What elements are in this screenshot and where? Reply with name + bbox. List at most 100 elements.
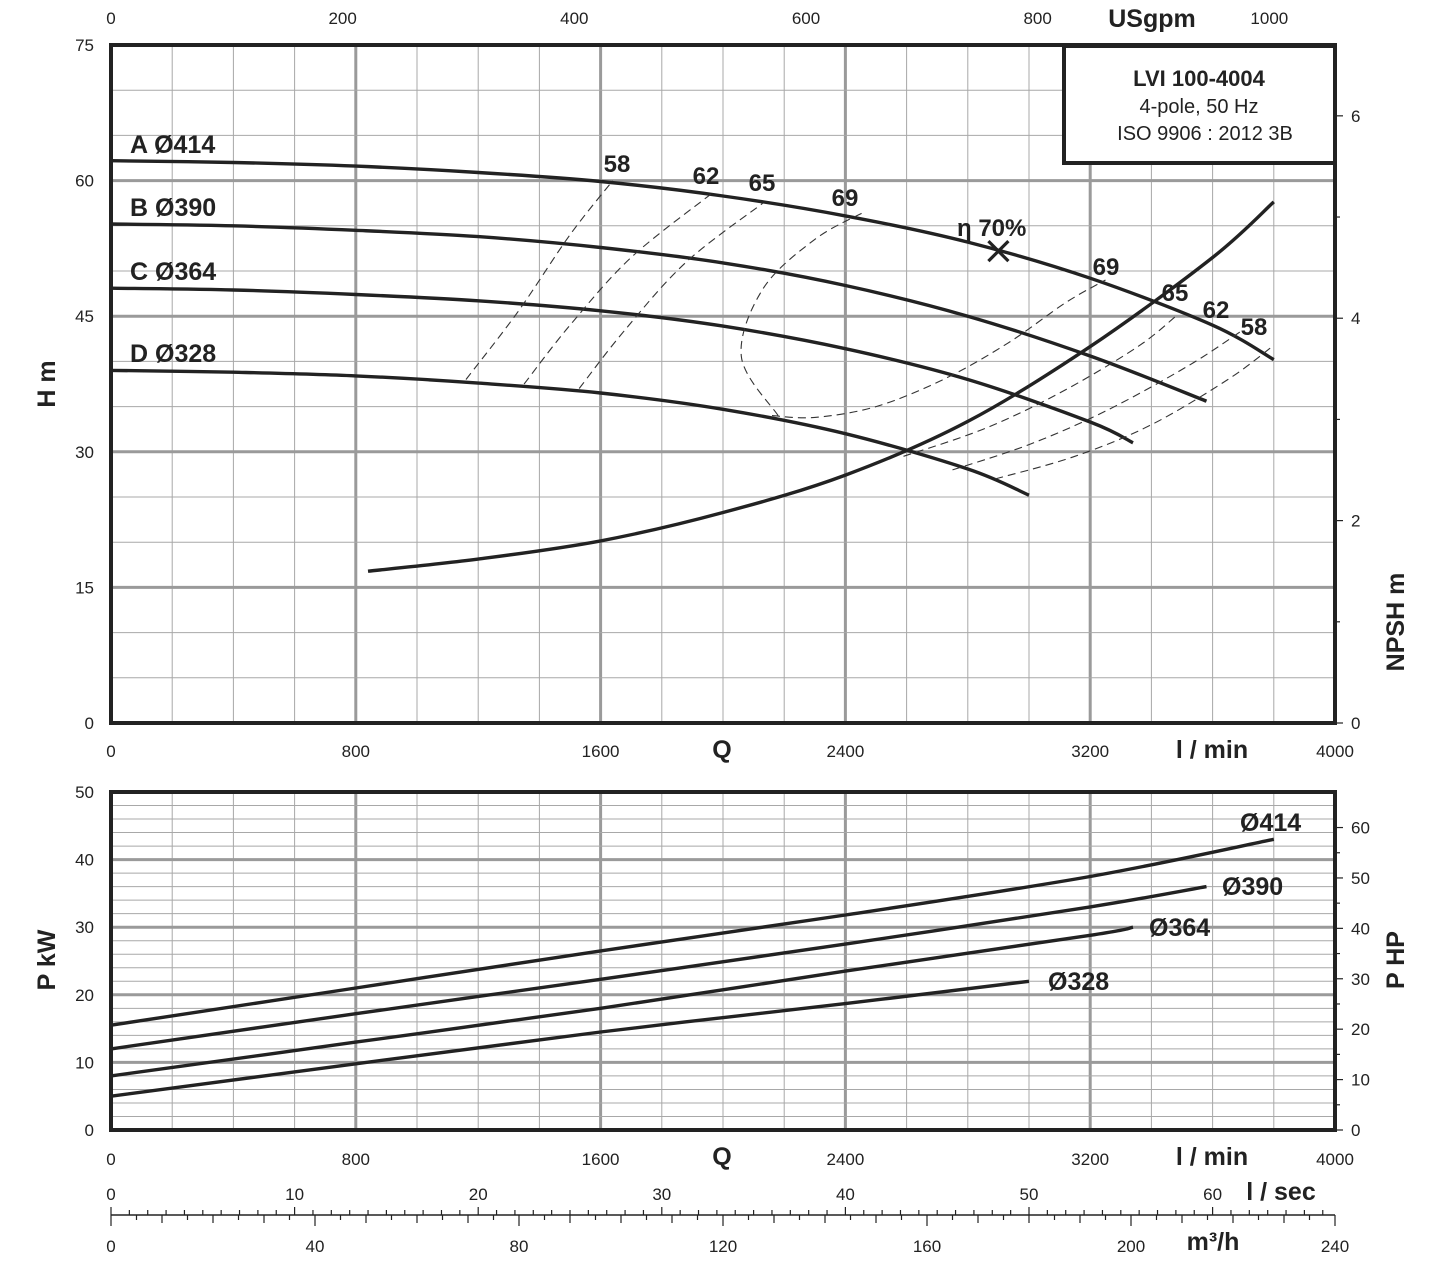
head-tick-label: 45: [75, 307, 94, 326]
q-tick-label-bottom: 2400: [826, 1150, 864, 1169]
q-tick-label-bottom: 4000: [1316, 1150, 1354, 1169]
head-curve-c: [110, 286, 1134, 445]
power-kw-tick-label: 10: [75, 1053, 94, 1072]
power-kw-tick-label: 50: [75, 783, 94, 802]
bep-label: η 70%: [957, 215, 1026, 242]
q-tick-label-bottom: 1600: [582, 1150, 620, 1169]
power-curve-Ø390: [110, 884, 1207, 1051]
model-standard: ISO 9906 : 2012 3B: [1117, 123, 1293, 145]
q-tick-label-bottom: 3200: [1071, 1150, 1109, 1169]
usgpm-tick-label: 200: [328, 9, 356, 28]
power-curve-Ø414: [110, 837, 1275, 1027]
lmin-unit-bottom: l / min: [1176, 1143, 1248, 1171]
q-tick-label-top: 3200: [1071, 742, 1109, 761]
lsec-unit-label: l / sec: [1246, 1178, 1316, 1206]
lsec-tick-label: 20: [469, 1185, 488, 1204]
head-tick-label: 75: [75, 36, 94, 55]
power-curve-label: Ø364: [1149, 914, 1210, 942]
npsh-axis-label: NPSH m: [1382, 573, 1410, 672]
lsec-tick-label: 30: [652, 1185, 671, 1204]
power-curve-label: Ø390: [1222, 873, 1283, 901]
power-hp-tick-label: 50: [1351, 869, 1370, 888]
power-hp-tick-label: 40: [1351, 919, 1370, 938]
lmin-unit-top: l / min: [1176, 736, 1248, 764]
m3h-tick-label: 240: [1321, 1237, 1349, 1256]
head-curve-b: [110, 222, 1208, 403]
npsh-tick-label: 6: [1351, 107, 1360, 126]
efficiency-label-right: 58: [1241, 314, 1268, 341]
power-kw-axis-label: P kW: [33, 929, 61, 990]
efficiency-isoline-58: [465, 180, 614, 380]
head-curve-label: B Ø390: [130, 194, 216, 222]
efficiency-label-left: 65: [749, 170, 776, 197]
m3h-tick-label: 40: [306, 1237, 325, 1256]
power-kw-tick-label: 40: [75, 851, 94, 870]
npsh-curve: [367, 200, 1275, 573]
power-curve-Ø364: [110, 925, 1134, 1078]
efficiency-label-right: 69: [1093, 254, 1120, 281]
q-tick-label-top: 0: [106, 742, 115, 761]
lsec-tick-label: 0: [106, 1185, 115, 1204]
title-box: [1062, 44, 1337, 165]
lsec-tick-label: 50: [1020, 1185, 1039, 1204]
usgpm-unit-label: USgpm: [1108, 5, 1196, 33]
head-curve-a: [110, 159, 1275, 362]
power-kw-tick-label: 30: [75, 918, 94, 937]
efficiency-isoline-69: [740, 211, 865, 416]
q-tick-label-top: 2400: [826, 742, 864, 761]
efficiency-isoline-62: [523, 193, 712, 385]
efficiency-isoline-58: [995, 347, 1272, 480]
power-hp-tick-label: 20: [1351, 1020, 1370, 1039]
bep-cross-stroke: [987, 239, 1010, 263]
usgpm-tick-label: 0: [106, 9, 115, 28]
power-hp-axis-label: P HP: [1382, 931, 1410, 989]
model-subtitle: 4-pole, 50 Hz: [1140, 96, 1259, 118]
q-tick-label-bottom: 800: [342, 1150, 370, 1169]
m3h-tick-label: 0: [106, 1237, 115, 1256]
head-tick-label: 0: [85, 714, 94, 733]
model-title: LVI 100-4004: [1133, 66, 1265, 91]
efficiency-label-left: 69: [832, 185, 859, 212]
power-curve-Ø328: [110, 979, 1030, 1098]
head-tick-label: 30: [75, 443, 94, 462]
power-hp-tick-label: 10: [1351, 1071, 1370, 1090]
npsh-tick-label: 0: [1351, 714, 1360, 733]
head-axis-label: H m: [33, 360, 61, 407]
power-chart-frame: [109, 790, 1337, 1132]
efficiency-isoline-65: [578, 202, 764, 389]
usgpm-tick-label: 400: [560, 9, 588, 28]
head-curve-label: C Ø364: [130, 258, 216, 286]
lsec-tick-label: 40: [836, 1185, 855, 1204]
efficiency-isoline-62: [952, 329, 1244, 471]
head-curve-label: D Ø328: [130, 340, 216, 368]
power-hp-tick-label: 30: [1351, 970, 1370, 989]
q-tick-label-top: 1600: [582, 742, 620, 761]
m3h-tick-label: 120: [709, 1237, 737, 1256]
power-curves: Ø414 Ø390 Ø364 Ø328: [110, 809, 1301, 1098]
head-tick-label: 60: [75, 172, 94, 191]
efficiency-isoline-69: [771, 279, 1106, 419]
efficiency-label-right: 62: [1203, 297, 1230, 324]
usgpm-tick-label: 800: [1023, 9, 1051, 28]
lsec-tick-label: 60: [1203, 1185, 1222, 1204]
m3h-tick-label: 160: [913, 1237, 941, 1256]
q-tick-label-bottom: 0: [106, 1150, 115, 1169]
head-curve-d: [110, 368, 1030, 497]
q-tick-label-top: 800: [342, 742, 370, 761]
efficiency-label-left: 62: [693, 163, 720, 190]
power-kw-tick-label: 20: [75, 986, 94, 1005]
head-chart-frame: [109, 43, 1337, 725]
m3h-tick-label: 200: [1117, 1237, 1145, 1256]
efficiency-isoline-65: [903, 315, 1177, 457]
power-curve-label: Ø328: [1048, 968, 1109, 996]
power-kw-tick-label: 0: [85, 1121, 94, 1140]
head-tick-label: 15: [75, 578, 94, 597]
m3h-unit-label: m³/h: [1187, 1228, 1240, 1256]
power-hp-tick-label: 60: [1351, 819, 1370, 838]
m3h-tick-label: 80: [510, 1237, 529, 1256]
head-curve-label: A Ø414: [130, 131, 215, 159]
usgpm-tick-label: 1000: [1250, 9, 1288, 28]
